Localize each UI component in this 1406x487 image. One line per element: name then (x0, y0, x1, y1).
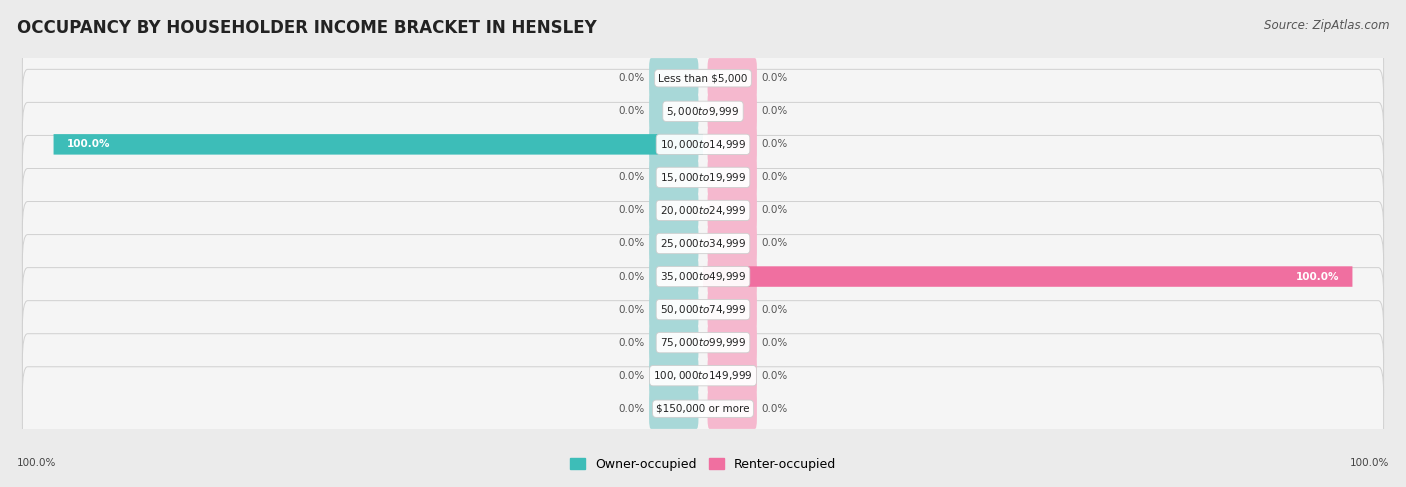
FancyBboxPatch shape (650, 124, 699, 165)
FancyBboxPatch shape (650, 224, 699, 263)
FancyBboxPatch shape (22, 367, 1384, 450)
Text: 0.0%: 0.0% (762, 73, 787, 83)
FancyBboxPatch shape (22, 37, 1384, 120)
Text: 0.0%: 0.0% (762, 239, 787, 248)
FancyBboxPatch shape (707, 91, 756, 131)
FancyBboxPatch shape (707, 256, 756, 297)
Text: 100.0%: 100.0% (66, 139, 110, 150)
FancyBboxPatch shape (650, 356, 699, 396)
Text: $100,000 to $149,999: $100,000 to $149,999 (654, 369, 752, 382)
FancyBboxPatch shape (22, 268, 1384, 352)
Text: $150,000 or more: $150,000 or more (657, 404, 749, 414)
FancyBboxPatch shape (22, 300, 1384, 385)
Text: 0.0%: 0.0% (762, 106, 787, 116)
Text: 0.0%: 0.0% (619, 172, 644, 183)
Text: 0.0%: 0.0% (619, 404, 644, 414)
FancyBboxPatch shape (22, 102, 1384, 187)
Text: $20,000 to $24,999: $20,000 to $24,999 (659, 204, 747, 217)
Text: $75,000 to $99,999: $75,000 to $99,999 (659, 336, 747, 349)
Legend: Owner-occupied, Renter-occupied: Owner-occupied, Renter-occupied (565, 453, 841, 476)
FancyBboxPatch shape (707, 322, 756, 363)
Text: $25,000 to $34,999: $25,000 to $34,999 (659, 237, 747, 250)
FancyBboxPatch shape (22, 135, 1384, 219)
Text: $35,000 to $49,999: $35,000 to $49,999 (659, 270, 747, 283)
FancyBboxPatch shape (707, 356, 756, 396)
Text: 0.0%: 0.0% (762, 139, 787, 150)
Text: 0.0%: 0.0% (619, 371, 644, 381)
FancyBboxPatch shape (650, 157, 699, 198)
Text: 0.0%: 0.0% (762, 206, 787, 215)
Text: Source: ZipAtlas.com: Source: ZipAtlas.com (1264, 19, 1389, 33)
Text: $50,000 to $74,999: $50,000 to $74,999 (659, 303, 747, 316)
FancyBboxPatch shape (707, 389, 756, 429)
FancyBboxPatch shape (650, 190, 699, 231)
FancyBboxPatch shape (650, 289, 699, 330)
Text: 0.0%: 0.0% (619, 337, 644, 348)
FancyBboxPatch shape (22, 235, 1384, 318)
Text: 0.0%: 0.0% (762, 404, 787, 414)
Text: 0.0%: 0.0% (619, 73, 644, 83)
FancyBboxPatch shape (650, 322, 699, 363)
FancyBboxPatch shape (707, 157, 756, 198)
Text: $10,000 to $14,999: $10,000 to $14,999 (659, 138, 747, 151)
FancyBboxPatch shape (707, 124, 756, 165)
FancyBboxPatch shape (707, 289, 756, 330)
Text: 0.0%: 0.0% (762, 172, 787, 183)
FancyBboxPatch shape (650, 256, 699, 297)
FancyBboxPatch shape (707, 190, 756, 231)
Text: OCCUPANCY BY HOUSEHOLDER INCOME BRACKET IN HENSLEY: OCCUPANCY BY HOUSEHOLDER INCOME BRACKET … (17, 19, 596, 37)
FancyBboxPatch shape (53, 134, 703, 154)
Text: 0.0%: 0.0% (762, 304, 787, 315)
Text: 0.0%: 0.0% (619, 272, 644, 281)
Text: 0.0%: 0.0% (762, 337, 787, 348)
Text: 0.0%: 0.0% (619, 239, 644, 248)
FancyBboxPatch shape (703, 266, 1353, 287)
Text: Less than $5,000: Less than $5,000 (658, 73, 748, 83)
FancyBboxPatch shape (650, 91, 699, 131)
Text: 0.0%: 0.0% (619, 304, 644, 315)
FancyBboxPatch shape (707, 58, 756, 98)
FancyBboxPatch shape (707, 224, 756, 263)
FancyBboxPatch shape (22, 334, 1384, 418)
Text: 0.0%: 0.0% (762, 371, 787, 381)
FancyBboxPatch shape (22, 169, 1384, 252)
Text: 0.0%: 0.0% (619, 106, 644, 116)
FancyBboxPatch shape (650, 58, 699, 98)
Text: $15,000 to $19,999: $15,000 to $19,999 (659, 171, 747, 184)
Text: 100.0%: 100.0% (1350, 457, 1389, 468)
Text: 100.0%: 100.0% (1296, 272, 1340, 281)
Text: $5,000 to $9,999: $5,000 to $9,999 (666, 105, 740, 118)
FancyBboxPatch shape (22, 202, 1384, 285)
Text: 0.0%: 0.0% (619, 206, 644, 215)
Text: 100.0%: 100.0% (17, 457, 56, 468)
FancyBboxPatch shape (22, 69, 1384, 153)
FancyBboxPatch shape (650, 389, 699, 429)
